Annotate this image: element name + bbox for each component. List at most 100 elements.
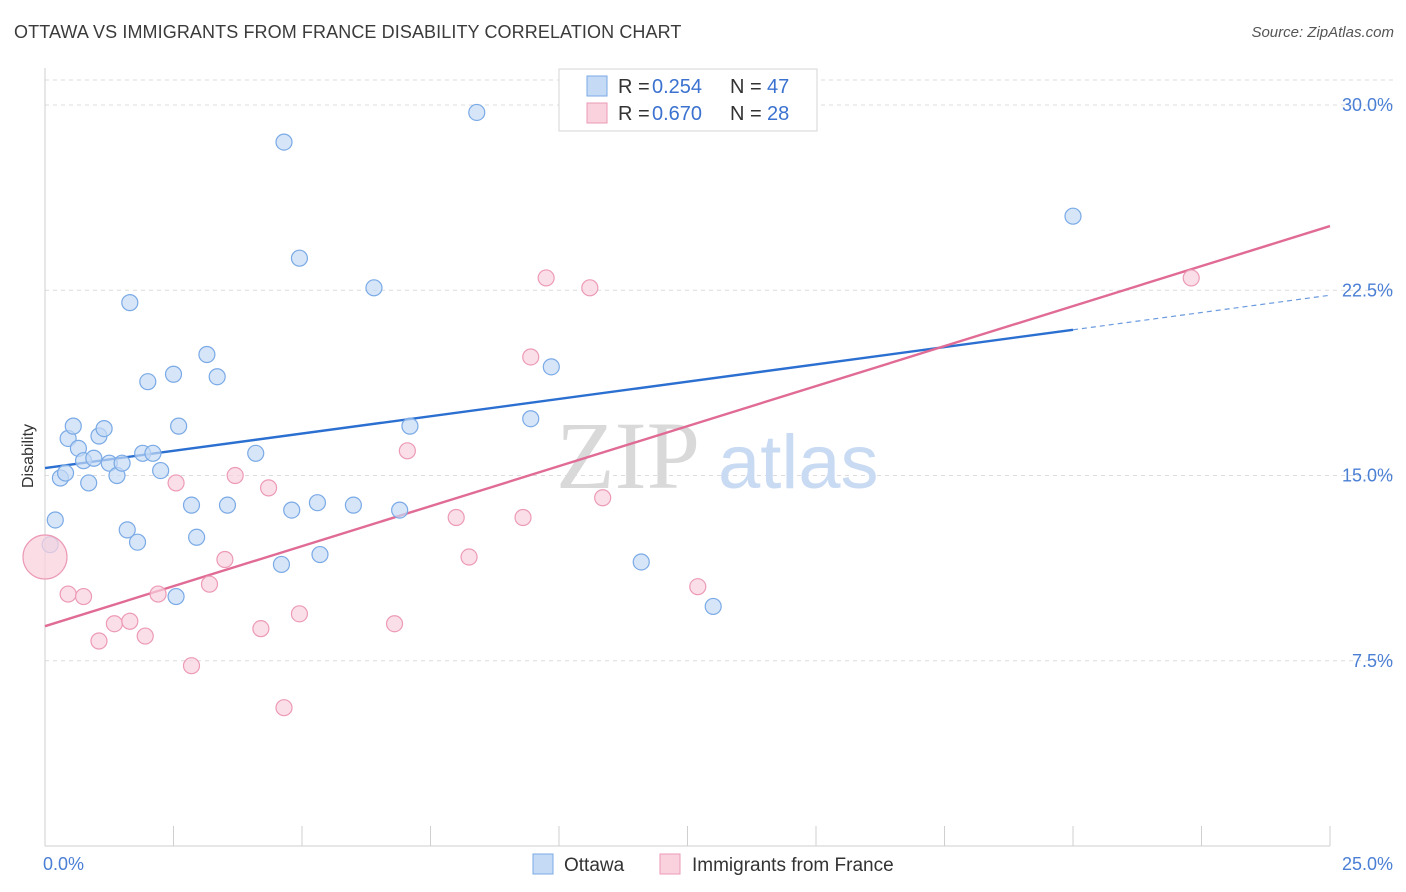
point-france	[447, 508, 465, 527]
y-tick-label: 15.0%	[1342, 466, 1393, 486]
point-ottawa	[56, 464, 75, 482]
legend-n-france: 28	[767, 103, 789, 125]
point-ottawa	[272, 555, 291, 574]
grid-lines	[45, 79, 1394, 662]
point-france	[90, 632, 108, 650]
source-label: Source: ZipAtlas.com	[1251, 24, 1394, 41]
point-ottawa	[522, 410, 540, 428]
point-ottawa	[144, 444, 162, 462]
point-france	[514, 508, 532, 527]
point-france	[74, 587, 93, 606]
bottom-legend-swatch-ottawa	[532, 853, 554, 875]
point-ottawa	[218, 496, 237, 514]
point-france	[182, 657, 201, 675]
point-france	[136, 627, 154, 645]
axes	[44, 68, 1331, 847]
legend-r-label-france: R =	[618, 103, 650, 125]
point-ottawa	[64, 417, 82, 435]
x-tick-label: 0.0%	[43, 854, 84, 874]
point-ottawa	[542, 358, 560, 376]
point-ottawa	[188, 528, 206, 546]
legend-r-ottawa: 0.254	[652, 76, 702, 98]
point-ottawa	[1064, 207, 1082, 225]
legend-swatch-ottawa	[586, 75, 608, 97]
point-france	[385, 615, 404, 633]
point-ottawa	[632, 553, 650, 571]
point-france	[259, 479, 278, 497]
bottom-legend-swatch-france	[659, 853, 681, 875]
point-france	[216, 550, 234, 569]
point-ottawa	[208, 368, 226, 386]
point-france	[460, 548, 478, 566]
stats-legend: R = 0.254 N = 47 R = 0.670 N = 28	[558, 68, 818, 132]
point-ottawa	[80, 474, 98, 492]
point-ottawa	[311, 545, 329, 564]
point-france	[59, 585, 77, 603]
legend-r-label-ottawa: R =	[618, 76, 650, 98]
point-ottawa	[95, 419, 113, 438]
point-ottawa	[290, 249, 309, 267]
legend-n-ottawa: 47	[767, 76, 789, 98]
point-ottawa	[167, 587, 185, 606]
point-france	[689, 578, 707, 596]
point-ottawa	[391, 501, 409, 519]
point-ottawa	[365, 279, 383, 297]
point-france	[121, 612, 139, 630]
point-ottawa	[121, 294, 139, 312]
point-ottawa	[308, 494, 327, 512]
point-ottawa	[170, 417, 188, 435]
data-points	[22, 103, 1200, 717]
point-france	[200, 575, 219, 593]
y-tick-label: 7.5%	[1352, 651, 1393, 671]
point-france	[594, 489, 612, 507]
legend-n-label-ottawa: N =	[730, 76, 762, 98]
bottom-legend-france: Immigrants from France	[692, 855, 894, 876]
trend-line-france	[44, 224, 1331, 628]
point-ottawa	[198, 345, 216, 364]
tick-labels: 7.5% 15.0% 22.5% 30.0% 0.0% 25.0%	[43, 95, 1393, 874]
point-france	[167, 474, 185, 492]
point-ottawa	[128, 533, 147, 551]
point-france	[290, 605, 309, 623]
legend-n-label-france: N =	[730, 103, 762, 125]
point-ottawa	[468, 103, 486, 122]
series-legend: Ottawa Immigrants from France	[532, 853, 894, 876]
point-france	[105, 615, 123, 633]
y-tick-label: 22.5%	[1342, 280, 1393, 300]
y-tick-label: 30.0%	[1342, 95, 1393, 115]
point-ottawa	[344, 496, 362, 514]
point-ottawa	[139, 373, 157, 391]
point-ottawa	[401, 417, 419, 435]
point-ottawa	[275, 133, 293, 151]
point-france	[22, 534, 68, 580]
legend-swatch-france	[586, 102, 608, 124]
trend-extension-ottawa	[1072, 294, 1331, 331]
watermark-zip: ZIP	[556, 402, 700, 509]
point-ottawa	[704, 597, 722, 616]
point-france	[1182, 269, 1200, 287]
point-france	[398, 442, 416, 460]
legend-r-france: 0.670	[652, 103, 702, 125]
point-france	[581, 279, 599, 297]
x-tick-label: 25.0%	[1342, 854, 1393, 874]
point-france	[275, 699, 293, 717]
point-ottawa	[182, 496, 201, 514]
point-ottawa	[46, 511, 64, 529]
point-france	[252, 620, 270, 638]
point-ottawa	[152, 461, 170, 480]
point-france	[522, 348, 540, 366]
chart-title: OTTAWA VS IMMIGRANTS FROM FRANCE DISABIL…	[14, 22, 682, 42]
point-ottawa	[118, 521, 136, 539]
point-ottawa	[247, 444, 265, 462]
trend-lines	[44, 224, 1331, 628]
point-ottawa	[85, 449, 103, 467]
point-france	[149, 585, 167, 603]
watermark-atlas: atlas	[718, 420, 879, 505]
point-ottawa	[164, 365, 183, 383]
bottom-legend-ottawa: Ottawa	[564, 855, 625, 876]
point-france	[537, 269, 555, 287]
watermark: ZIP atlas	[556, 402, 879, 509]
point-ottawa	[283, 501, 301, 519]
trend-line-ottawa	[44, 328, 1074, 470]
